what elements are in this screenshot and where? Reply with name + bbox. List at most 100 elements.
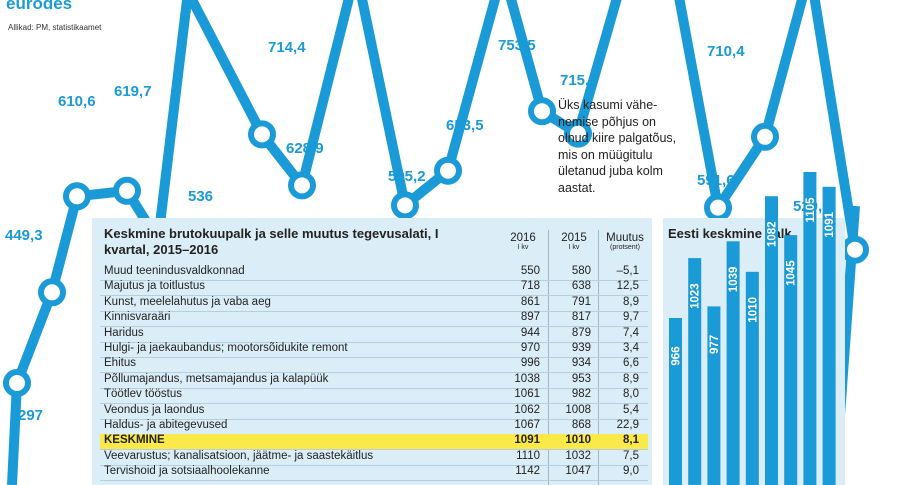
row-divider — [100, 310, 648, 312]
row-label: KESKMINE — [104, 434, 165, 447]
row-label: Haldus- ja abitegevused — [104, 419, 228, 431]
row-value-2015: 817 — [571, 311, 591, 324]
line-point-label: 591,6 — [697, 172, 735, 189]
row-label: Majutus ja toitlustus — [104, 280, 205, 293]
row-value-2015: 1032 — [565, 449, 591, 462]
col-header-2016-sub: I kv — [517, 244, 529, 251]
row-divider — [100, 418, 648, 420]
line-point — [63, 182, 91, 211]
line-point — [751, 122, 779, 151]
table-row: Majutus ja toitlustus 718 638 12,5 — [100, 280, 648, 295]
row-value-2015: 791 — [571, 295, 591, 308]
line-point — [528, 97, 556, 126]
average-salary-panel — [663, 218, 845, 485]
table-row: Kunst, meelelahutus ja vaba aeg 861 791 8,9 — [100, 296, 648, 311]
row-value-2016: 1142 — [515, 465, 540, 478]
line-point-label: 628,9 — [286, 140, 324, 157]
row-label: Põllumajandus, metsamajandus ja kalapüük — [104, 372, 329, 385]
row-value-2016: 1110 — [516, 449, 540, 462]
row-label: Haridus — [104, 326, 144, 339]
row-divider — [100, 372, 648, 374]
row-divider — [100, 295, 648, 297]
line-point-label: 610,6 — [58, 93, 96, 110]
row-value-2015: 1008 — [565, 403, 591, 416]
row-value-2015: 934 — [571, 357, 591, 370]
row-value-2015: 868 — [571, 419, 591, 431]
col-header-2015-label: 2015 — [561, 232, 587, 244]
row-value-2016: 944 — [520, 326, 540, 339]
line-point — [564, 119, 592, 148]
row-change: 9,0 — [623, 465, 639, 478]
table-row: Haridus 944 879 7,4 — [100, 327, 648, 342]
row-change: 7,4 — [623, 326, 639, 339]
row-label: Hulgi- ja jaekaubandus; mootorsõidukite … — [104, 342, 348, 354]
row-label: Veevarustus; kanalisatsioon, jäätme- ja … — [104, 449, 374, 462]
chart-source: Allikad: PM, statistikaamet — [8, 23, 102, 32]
row-divider — [100, 387, 648, 389]
row-change: 8,9 — [623, 372, 639, 385]
row-change: 12,5 — [616, 280, 639, 293]
line-point-label: 619,7 — [114, 83, 152, 100]
row-value-2016: 550 — [520, 265, 540, 277]
table-row: Veevarustus; kanalisatsioon, jäätme- ja … — [100, 450, 648, 465]
row-label: Ehitus — [104, 357, 136, 370]
row-change: 8,0 — [623, 388, 639, 401]
row-value-2015: 1010 — [565, 434, 591, 447]
row-label: Veondus ja laondus — [104, 403, 205, 416]
row-divider — [100, 341, 648, 343]
row-change: 7,5 — [623, 449, 639, 462]
row-divider — [100, 326, 648, 328]
row-divider — [100, 279, 648, 281]
row-value-2015: 982 — [571, 388, 591, 401]
row-value-2015: 953 — [571, 372, 591, 385]
table-row: Töötlev tööstus 1061 982 8,0 — [100, 388, 648, 403]
row-value-2015: 638 — [571, 280, 591, 293]
line-point — [38, 278, 66, 307]
line-point — [841, 235, 869, 264]
row-label: Töötlev tööstus — [104, 388, 182, 401]
line-point-label: 714,4 — [268, 39, 306, 56]
line-point — [3, 369, 31, 397]
row-value-2016: 1062 — [514, 403, 540, 416]
row-value-2016: 897 — [520, 311, 540, 324]
table-row: Haldus- ja abitegevused 1067 868 22,9 — [100, 419, 648, 434]
line-point — [248, 120, 276, 149]
row-divider — [100, 449, 648, 451]
row-divider — [100, 464, 648, 466]
table-row-average: KESKMINE 1091 1010 8,1 — [100, 434, 648, 450]
col-header-change-label: Muutus — [606, 232, 644, 244]
row-change: 6,6 — [623, 357, 639, 370]
row-change: 8,9 — [623, 295, 639, 308]
average-salary-title: Eesti keskmine palk — [668, 226, 792, 241]
line-point — [704, 193, 732, 222]
col-header-2016: 2016 I kv — [503, 232, 543, 252]
line-point-label: 715,8 — [560, 72, 598, 89]
table-row: Veondus ja laondus 1062 1008 5,4 — [100, 404, 648, 419]
line-point — [113, 176, 141, 205]
line-point — [288, 171, 316, 200]
table-row: Muud teenindusvaldkonnad 550 580 –5,1 — [100, 265, 648, 280]
table-row: Tervishoid ja sotsiaalhoolekanne 1142 1047… — [100, 465, 648, 480]
line-point-label: 653,5 — [446, 117, 484, 134]
line-point-label: 297 — [18, 407, 43, 424]
row-divider — [100, 480, 648, 482]
row-label: Kinnisvaraäri — [104, 311, 171, 324]
row-value-2016: 996 — [520, 357, 540, 370]
row-value-2016: 1038 — [514, 372, 540, 385]
row-value-2016: 1067 — [514, 419, 540, 431]
table-row: Põllumajandus, metsamajandus ja kalapüük… — [100, 373, 648, 388]
line-point-label: 536 — [188, 188, 213, 205]
row-label: Muud teenindusvaldkonnad — [104, 265, 245, 277]
salary-table-title: Keskmine brutokuupalk ja selle muutus te… — [104, 226, 439, 257]
row-value-2016: 861 — [520, 295, 540, 308]
col-header-2015-sub: I kv — [568, 244, 580, 251]
col-header-change-sub: (protsent) — [610, 244, 640, 251]
row-value-2016: 1091 — [514, 434, 540, 447]
line-point — [434, 156, 462, 185]
line-point-label: 449,3 — [5, 227, 43, 244]
row-value-2016: 970 — [520, 342, 540, 354]
line-point-label: 595,2 — [388, 168, 426, 185]
row-value-2015: 1047 — [565, 465, 591, 478]
table-row: Kinnisvaraäri 897 817 9,7 — [100, 311, 648, 326]
row-change: 8,1 — [623, 434, 639, 447]
